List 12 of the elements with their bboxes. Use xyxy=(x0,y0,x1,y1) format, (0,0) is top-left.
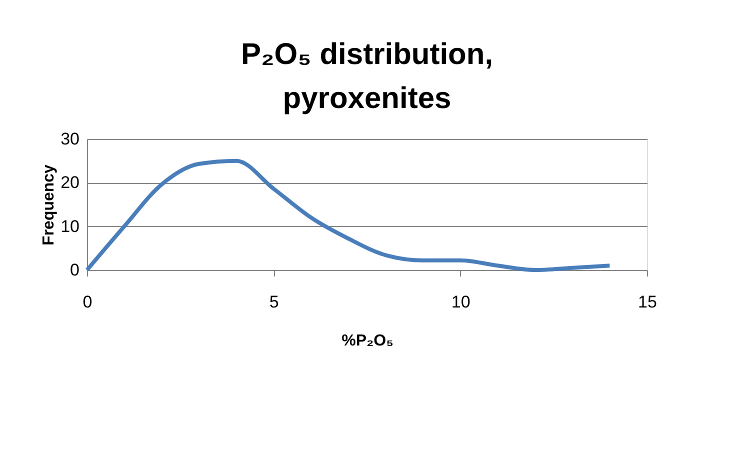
x-tick-label: 5 xyxy=(269,292,279,312)
y-axis-title: Frequency xyxy=(40,164,58,246)
x-axis-title: %P₂O₅ xyxy=(342,332,394,350)
y-tick-label: 10 xyxy=(60,216,80,236)
y-tick-label: 30 xyxy=(60,130,80,148)
x-tick-label: 10 xyxy=(451,292,470,312)
line-series xyxy=(85,158,612,272)
chart-title: P₂O₅ distribution, pyroxenites xyxy=(240,38,494,115)
x-tick-label: 0 xyxy=(82,292,92,312)
y-tick-label: 20 xyxy=(60,173,80,192)
y-tick-label: 0 xyxy=(70,260,80,280)
x-tick-label: 15 xyxy=(638,292,657,312)
